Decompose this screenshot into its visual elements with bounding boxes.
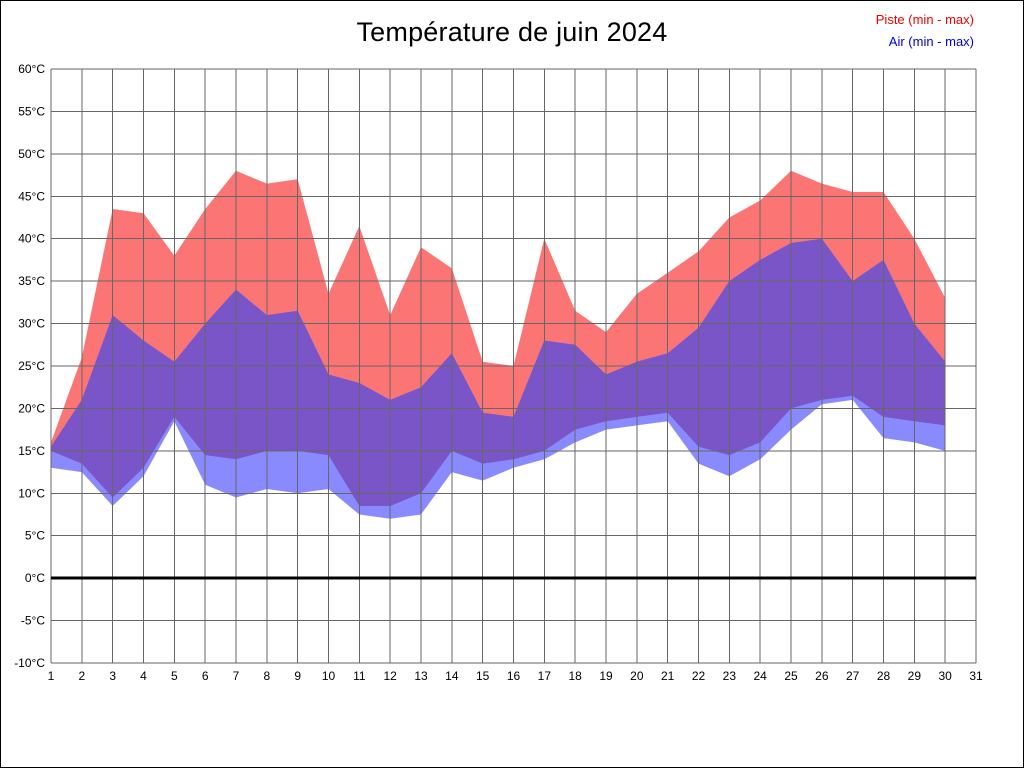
x-tick-label: 7 [233,669,240,683]
x-tick-label: 8 [263,669,270,683]
x-tick-label: 24 [753,669,767,683]
x-tick-label: 25 [784,669,798,683]
y-tick-label: 15°C [18,444,45,458]
x-tick-label: 28 [877,669,891,683]
x-tick-label: 12 [383,669,397,683]
y-tick-label: 0°C [25,571,45,585]
y-tick-label: 20°C [18,401,45,415]
x-tick-label: 1 [48,669,55,683]
x-tick-label: 23 [723,669,737,683]
y-tick-label: -5°C [21,614,45,628]
x-tick-label: 14 [445,669,459,683]
chart-title: Température de juin 2024 [356,17,668,47]
y-tick-label: 30°C [18,317,45,331]
y-tick-label: 10°C [18,486,45,500]
x-tick-label: 27 [846,669,860,683]
x-tick-label: 16 [507,669,521,683]
x-tick-label: 21 [661,669,675,683]
y-tick-label: -10°C [14,656,45,670]
x-tick-label: 3 [109,669,116,683]
y-tick-label: 45°C [18,189,45,203]
bands [51,170,946,519]
x-tick-label: 15 [476,669,490,683]
y-tick-label: 40°C [18,232,45,246]
x-tick-label: 22 [692,669,706,683]
x-tick-label: 2 [78,669,85,683]
axis-tick-labels: 60°C55°C50°C45°C40°C35°C30°C25°C20°C15°C… [14,62,983,683]
grid [50,68,977,664]
x-tick-label: 26 [815,669,829,683]
y-tick-label: 25°C [18,359,45,373]
overlap-band [51,238,946,506]
x-tick-label: 17 [538,669,552,683]
x-tick-label: 4 [140,669,147,683]
x-tick-label: 19 [599,669,613,683]
x-tick-label: 11 [353,669,366,683]
x-tick-label: 10 [322,669,336,683]
x-tick-label: 31 [969,669,983,683]
x-tick-label: 9 [294,669,301,683]
x-tick-label: 20 [630,669,644,683]
x-tick-label: 30 [938,669,952,683]
y-tick-label: 60°C [18,62,45,76]
y-tick-label: 50°C [18,147,45,161]
x-tick-label: 5 [171,669,178,683]
x-tick-label: 13 [414,669,428,683]
x-tick-label: 6 [202,669,209,683]
x-tick-label: 29 [908,669,922,683]
legend-item-piste: Piste (min - max) [875,12,974,27]
y-tick-label: 5°C [25,529,45,543]
y-tick-label: 55°C [18,104,45,118]
y-tick-label: 35°C [18,274,45,288]
x-tick-label: 18 [568,669,582,683]
legend-item-air: Air (min - max) [888,34,974,49]
chart-legend: Piste (min - max) Air (min - max) [876,9,974,53]
